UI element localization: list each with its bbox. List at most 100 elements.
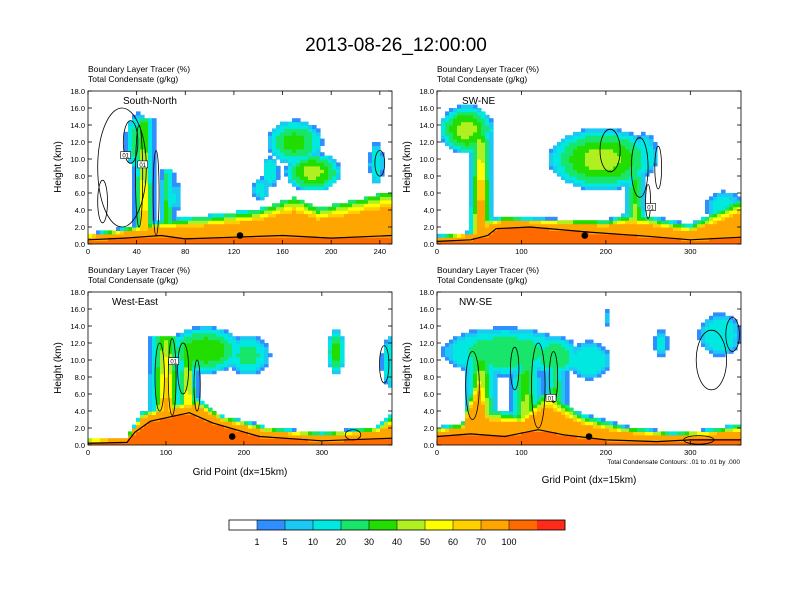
tracer-cell [601,128,606,133]
tracer-cell [549,339,554,344]
tracer-cell [557,411,562,415]
tracer-cell [461,421,466,426]
tracer-cell [537,438,542,443]
tracer-cell [589,159,594,163]
tracer-cell [152,349,157,354]
tracer-cell [573,169,578,174]
tracer-cell [148,189,153,194]
tracer-cell [677,233,682,238]
tracer-cell [128,230,133,235]
tracer-cell [312,223,317,228]
tracer-cell [561,145,566,150]
tracer-cell [164,182,169,187]
tracer-cell [709,240,714,244]
tracer-cell [264,428,269,432]
tracer-cell [481,172,486,177]
tracer-cell [585,145,590,150]
tracer-cell [272,176,277,180]
tracer-cell [144,206,149,211]
tracer-cell [493,441,498,445]
tracer-cell [188,407,193,412]
tracer-cell [565,179,570,184]
tracer-cell [328,230,333,235]
tracer-cell [533,356,538,361]
tracer-cell [609,152,614,157]
tracer-cell [336,165,341,170]
tracer-cell [629,182,634,187]
contour-label: 01 [139,163,146,169]
tracer-cell [681,227,686,231]
tracer-cell [545,360,550,364]
tracer-cell [489,339,494,344]
tracer-cell [128,128,133,133]
tracer-cell [260,182,265,187]
tracer-cell [144,431,149,436]
tracer-cell [252,346,257,351]
tracer-cell [320,162,325,167]
tracer-cell [493,360,498,364]
tracer-cell [601,220,606,225]
tracer-cell [172,349,177,354]
tracer-cell [272,240,277,244]
tracer-cell [485,438,490,443]
tracer-cell [268,179,273,184]
tracer-cell [368,428,373,432]
tracer-cell [485,193,490,197]
tracer-cell [469,203,474,208]
tracer-cell [489,363,494,368]
tracer-cell [485,373,490,378]
tracer-cell [136,206,141,211]
tracer-cell [489,227,494,231]
tracer-cell [557,441,562,445]
tracer-cell [677,223,682,228]
tracer-cell [521,329,526,334]
tracer-cell [569,223,574,228]
tracer-cell [220,230,225,235]
tracer-cell [304,431,309,436]
tracer-cell [248,223,253,228]
tracer-cell [360,233,365,238]
tracer-cell [164,431,169,436]
tracer-cell [673,233,678,238]
tracer-cell [236,346,241,351]
tracer-cell [148,434,153,439]
tracer-cell [124,131,129,136]
tracer-cell [304,138,309,143]
tracer-cell [264,210,269,214]
tracer-cell [304,223,309,228]
tracer-cell [617,216,622,221]
tracer-cell [473,162,478,167]
tracer-cell [605,240,610,244]
tracer-cell [164,353,169,358]
tracer-cell [356,206,361,211]
tracer-cell [585,346,590,351]
tracer-cell [485,220,490,225]
tracer-cell [264,165,269,170]
tracer-cell [284,223,289,228]
tracer-cell [649,138,654,143]
tracer-cell [332,353,337,358]
tracer-cell [304,162,309,167]
tracer-cell [597,434,602,439]
tracer-cell [469,400,474,405]
tracer-cell [453,363,458,368]
tracer-cell [485,417,490,422]
tracer-cell [252,227,257,231]
tracer-cell [296,213,301,218]
tracer-cell [573,227,578,231]
tracer-cell [248,421,253,426]
tracer-cell [465,240,470,244]
tracer-cell [477,193,482,197]
tracer-cell [208,417,213,422]
tracer-cell [733,237,738,242]
tracer-cell [589,240,594,244]
tracer-cell [641,145,646,150]
tracer-cell [276,172,281,177]
tracer-cell [517,339,522,344]
tracer-cell [509,424,514,429]
tracer-cell [336,213,341,218]
tracer-cell [308,165,313,170]
tracer-cell [352,431,357,436]
tracer-cell [196,326,201,330]
tracer-cell [196,349,201,354]
